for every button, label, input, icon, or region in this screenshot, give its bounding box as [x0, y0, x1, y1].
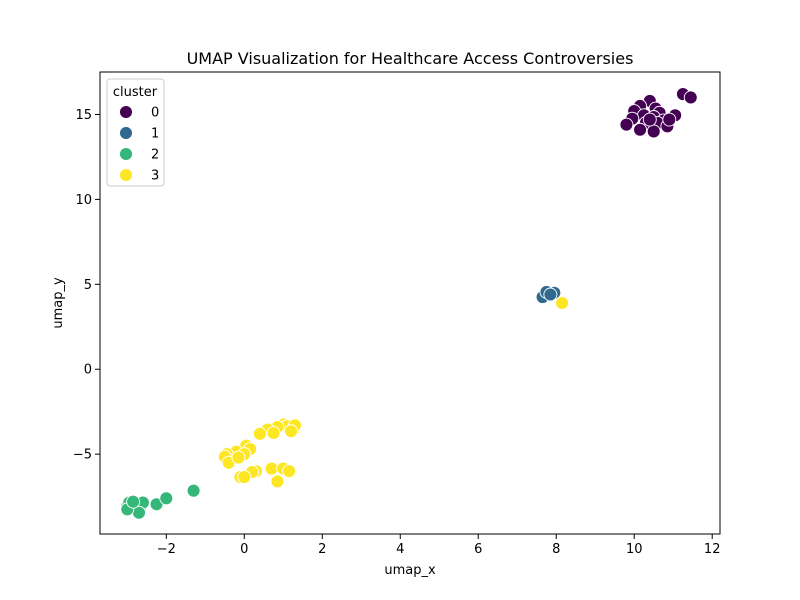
x-tick-label: 0: [240, 542, 248, 557]
x-tick-label: 4: [396, 542, 404, 557]
points-layer: [120, 87, 698, 520]
data-point-cluster-3: [237, 470, 252, 485]
data-point-cluster-3: [555, 296, 570, 310]
legend-box: [106, 78, 165, 187]
data-point-cluster-3: [231, 450, 246, 465]
data-point-cluster-3: [284, 424, 299, 439]
x-tick-label: 6: [474, 542, 482, 557]
data-point-cluster-3: [270, 474, 285, 489]
legend-title: cluster: [113, 85, 158, 100]
legend-marker-cluster-3: [119, 168, 133, 182]
legend-marker-cluster-2: [119, 147, 133, 161]
data-point-cluster-3: [282, 464, 297, 479]
y-tick-label: 15: [75, 108, 92, 123]
data-point-cluster-2: [159, 491, 174, 506]
legend-label-cluster-1: 1: [151, 127, 159, 142]
data-point-cluster-3: [266, 425, 281, 440]
y-tick-label: 0: [84, 363, 92, 378]
legend: cluster 0 1 2 3: [106, 78, 165, 187]
x-tick-label: 10: [626, 542, 643, 557]
data-point-cluster-3: [252, 426, 267, 441]
y-axis-title: umap_y: [51, 277, 66, 329]
legend-label-cluster-0: 0: [151, 106, 159, 121]
data-point-cluster-0: [633, 122, 648, 137]
data-point-cluster-1: [543, 287, 558, 302]
legend-marker-cluster-1: [119, 126, 133, 140]
data-point-cluster-3: [264, 461, 279, 476]
x-tick-label: 12: [704, 542, 721, 557]
x-tick-label: 8: [552, 542, 560, 557]
data-point-cluster-0: [646, 124, 661, 139]
data-point-cluster-0: [662, 112, 677, 127]
data-point-cluster-0: [683, 90, 698, 105]
y-tick-label: −5: [73, 448, 92, 463]
data-point-cluster-0: [642, 112, 657, 127]
data-point-cluster-2: [186, 483, 201, 498]
data-point-cluster-2: [126, 494, 141, 509]
plot-frame: [99, 71, 721, 535]
y-tick-label: 10: [75, 193, 92, 208]
x-tick-label: 2: [318, 542, 326, 557]
x-tick-label: −2: [157, 542, 176, 557]
y-tick-label: 5: [84, 278, 92, 293]
data-point-cluster-0: [619, 117, 634, 132]
chart-title: UMAP Visualization for Healthcare Access…: [187, 49, 634, 68]
x-axis-title: umap_x: [384, 563, 436, 578]
legend-marker-cluster-0: [119, 105, 133, 119]
legend-label-cluster-3: 3: [151, 169, 159, 184]
legend-label-cluster-2: 2: [151, 148, 159, 163]
